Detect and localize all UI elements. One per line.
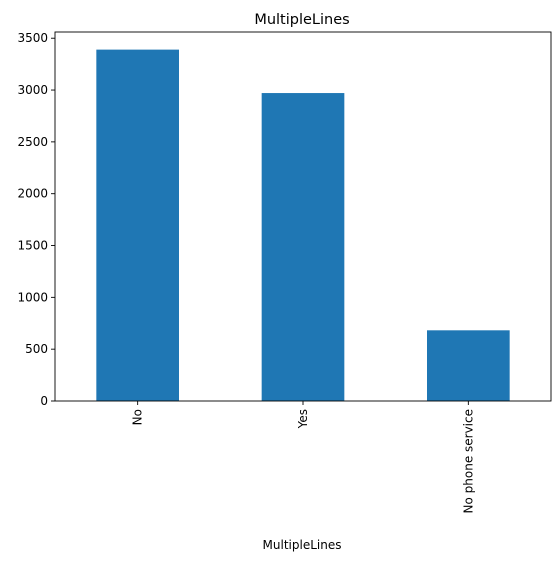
bar-yes: [261, 93, 345, 401]
y-tick-label: 500: [25, 342, 48, 356]
bar-no: [96, 49, 179, 401]
y-tick-label: 2000: [17, 187, 48, 201]
y-tick-label: 2500: [17, 135, 48, 149]
x-tick-label: No phone service: [461, 409, 475, 513]
x-tick-label: No: [131, 409, 145, 425]
x-axis: No Yes No phone service: [131, 401, 475, 513]
x-axis-label: MultipleLines: [263, 538, 342, 552]
chart-title: MultipleLines: [254, 12, 349, 28]
y-tick-label: 3000: [17, 83, 48, 97]
y-tick-label: 1000: [17, 290, 48, 304]
y-axis: 0 500 1000 1500 2000 2500 3000 3500: [17, 31, 55, 408]
y-tick-label: 1500: [17, 239, 48, 253]
plot-frame: [54, 31, 552, 402]
bars-group: [96, 49, 510, 401]
y-tick-label: 3500: [17, 31, 48, 45]
x-tick-label: Yes: [296, 409, 310, 429]
y-tick-label: 0: [40, 394, 48, 408]
bar-no-phone-service: [427, 330, 510, 401]
